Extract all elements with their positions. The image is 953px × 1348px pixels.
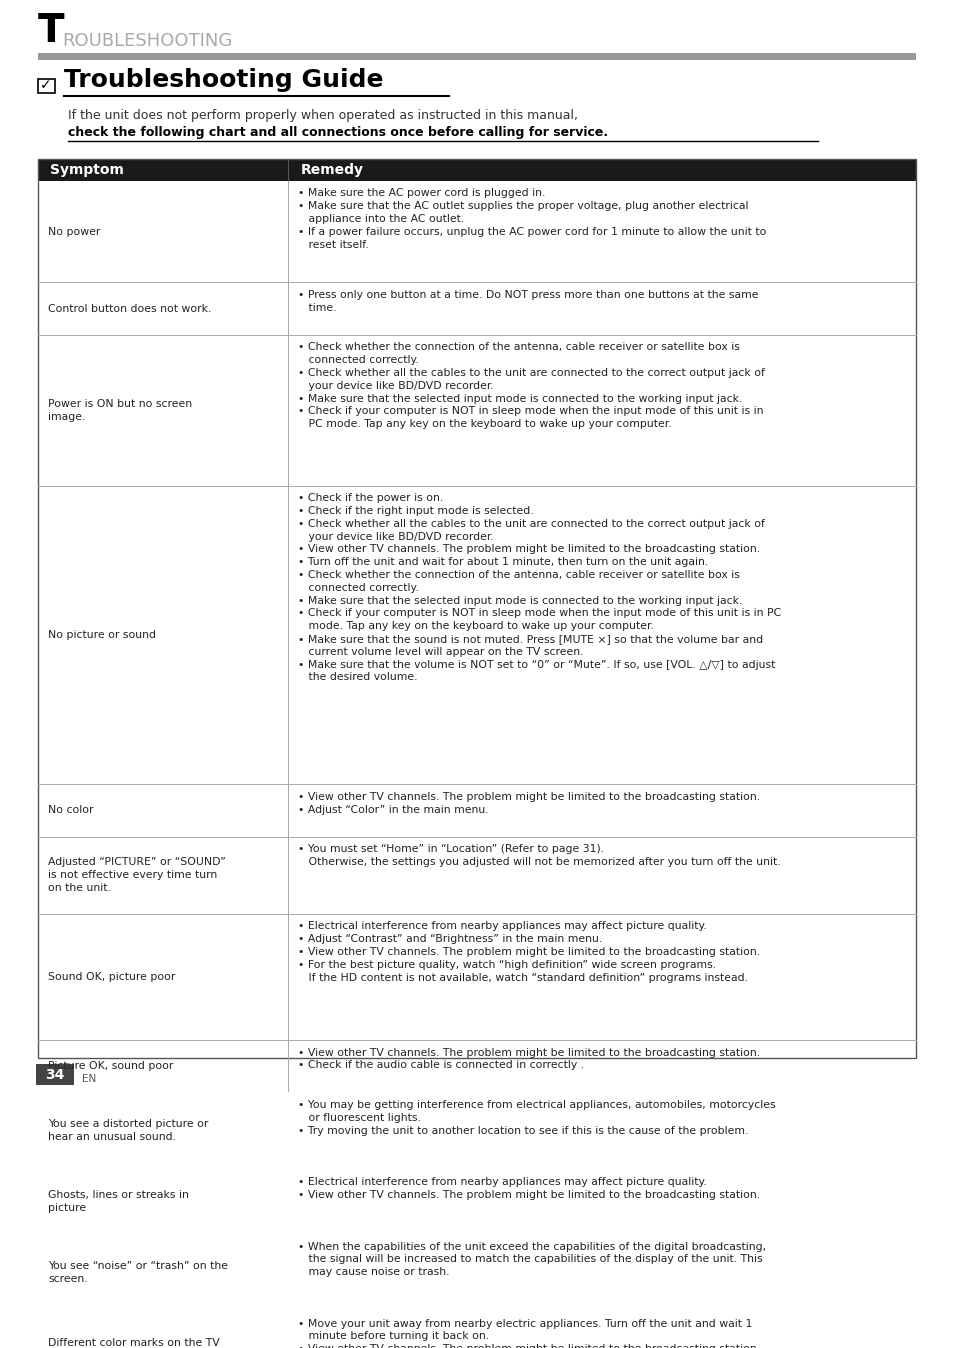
Bar <box>38 1039 915 1092</box>
Text: You see a distorted picture or
hear an unusual sound.: You see a distorted picture or hear an u… <box>48 1119 209 1142</box>
Text: T: T <box>38 12 65 50</box>
Text: • Make sure the AC power cord is plugged in.
• Make sure that the AC outlet supp: • Make sure the AC power cord is plugged… <box>298 189 766 249</box>
Text: Symptom: Symptom <box>51 163 124 177</box>
Text: ✓: ✓ <box>40 78 51 92</box>
Text: • Move your unit away from nearby electric appliances. Turn off the unit and wai: • Move your unit away from nearby electr… <box>298 1318 760 1348</box>
Bar <box>38 485 915 785</box>
Text: • Electrical interference from nearby appliances may affect picture quality.
• A: • Electrical interference from nearby ap… <box>298 921 760 983</box>
Text: Power is ON but no screen
image.: Power is ON but no screen image. <box>48 399 193 422</box>
Text: Remedy: Remedy <box>300 163 363 177</box>
Text: check the following chart and all connections once before calling for service.: check the following chart and all connec… <box>68 125 608 139</box>
Text: You see “noise” or “trash” on the
screen.: You see “noise” or “trash” on the screen… <box>48 1260 228 1283</box>
Text: Adjusted “PICTURE” or “SOUND”
is not effective every time turn
on the unit.: Adjusted “PICTURE” or “SOUND” is not eff… <box>48 857 226 892</box>
Text: EN: EN <box>82 1073 96 1084</box>
Text: No color: No color <box>48 806 93 816</box>
Bar <box>38 1092 915 1169</box>
Text: If the unit does not perform properly when operated as instructed in this manual: If the unit does not perform properly wh… <box>68 109 578 121</box>
Bar <box>38 837 915 914</box>
Text: Picture OK, sound poor: Picture OK, sound poor <box>48 1061 173 1072</box>
Text: Control button does not work.: Control button does not work. <box>48 303 212 314</box>
Text: No picture or sound: No picture or sound <box>48 630 156 640</box>
Text: • Electrical interference from nearby appliances may affect picture quality.
• V: • Electrical interference from nearby ap… <box>298 1177 760 1200</box>
Bar <box>38 914 915 1039</box>
Text: • When the capabilities of the unit exceed the capabilities of the digital broad: • When the capabilities of the unit exce… <box>298 1242 765 1277</box>
Text: • You must set “Home” in “Location” (Refer to page 31).
   Otherwise, the settin: • You must set “Home” in “Location” (Ref… <box>298 844 781 867</box>
Text: • Check whether the connection of the antenna, cable receiver or satellite box i: • Check whether the connection of the an… <box>298 342 764 429</box>
Bar <box>38 282 915 334</box>
Bar <box>38 159 915 181</box>
Text: • View other TV channels. The problem might be limited to the broadcasting stati: • View other TV channels. The problem mi… <box>298 793 760 814</box>
Text: • You may be getting interference from electrical appliances, automobiles, motor: • You may be getting interference from e… <box>298 1100 775 1135</box>
Text: ROUBLESHOOTING: ROUBLESHOOTING <box>62 32 233 50</box>
Bar <box>38 785 915 837</box>
Bar <box>38 159 915 1058</box>
Text: • Check if the power is on.
• Check if the right input mode is selected.
• Check: • Check if the power is on. • Check if t… <box>298 493 781 682</box>
Text: 34: 34 <box>46 1068 65 1081</box>
Bar <box>38 181 915 282</box>
Text: • View other TV channels. The problem might be limited to the broadcasting stati: • View other TV channels. The problem mi… <box>298 1047 760 1070</box>
Bar <box>38 334 915 485</box>
Text: Troubleshooting Guide: Troubleshooting Guide <box>64 69 383 93</box>
Bar <box>38 1310 915 1348</box>
Bar <box>38 1169 915 1233</box>
Bar <box>38 54 915 59</box>
Text: Sound OK, picture poor: Sound OK, picture poor <box>48 972 175 981</box>
Text: Ghosts, lines or streaks in
picture: Ghosts, lines or streaks in picture <box>48 1190 189 1213</box>
Text: No power: No power <box>48 226 100 236</box>
Text: • Press only one button at a time. Do NOT press more than one buttons at the sam: • Press only one button at a time. Do NO… <box>298 290 758 313</box>
Text: Different color marks on the TV
screen: Different color marks on the TV screen <box>48 1339 220 1348</box>
Bar <box>36 1064 74 1085</box>
Bar <box>38 1233 915 1310</box>
Bar <box>38 80 55 93</box>
